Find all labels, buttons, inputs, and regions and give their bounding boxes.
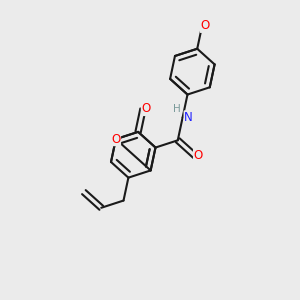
Text: O: O <box>111 133 121 146</box>
Text: O: O <box>141 103 151 116</box>
Text: O: O <box>200 20 210 32</box>
Text: H: H <box>173 104 181 114</box>
Text: O: O <box>194 149 203 163</box>
Text: N: N <box>184 111 193 124</box>
